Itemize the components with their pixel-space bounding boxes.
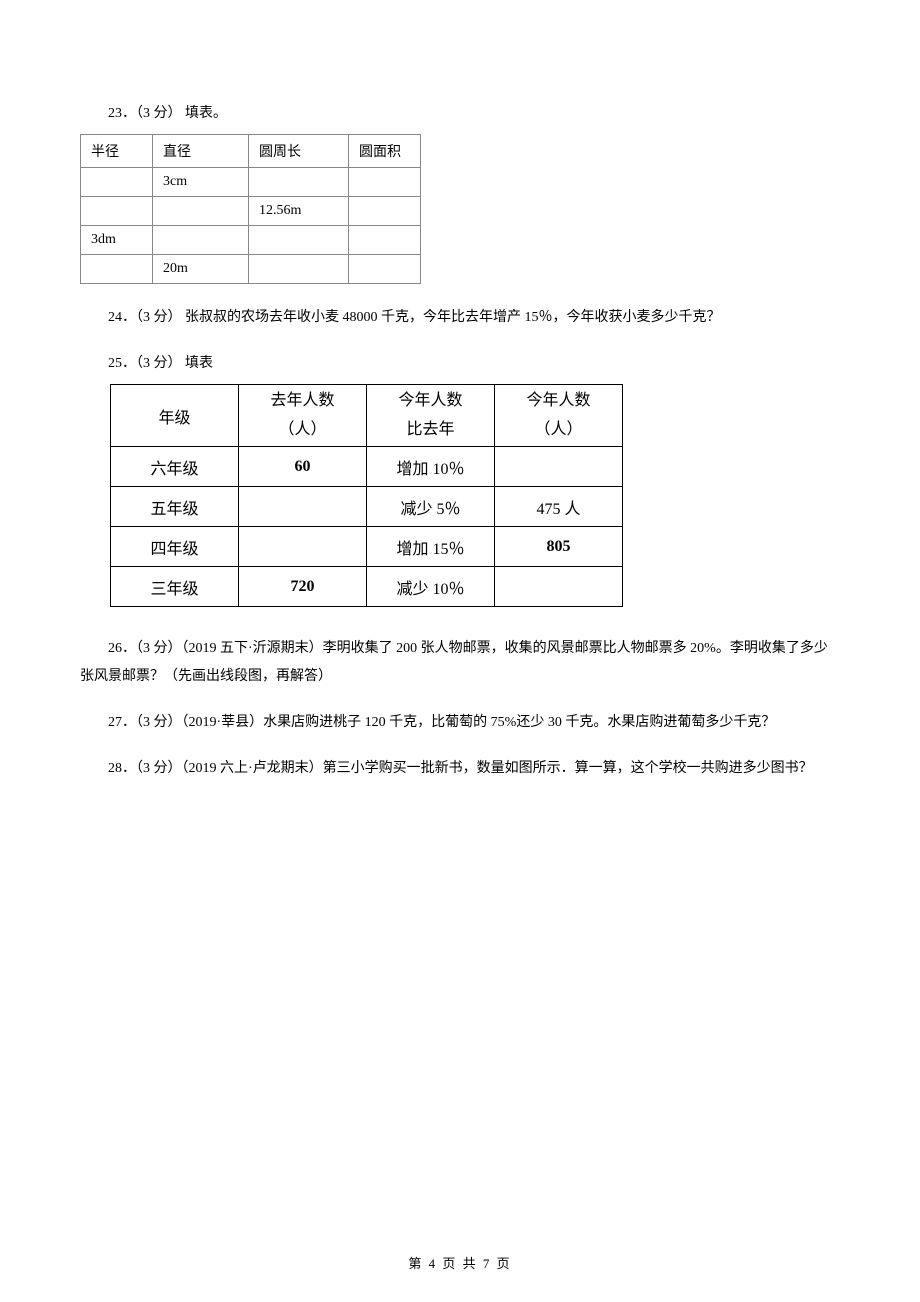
cell: 增加 10％ [367,447,495,487]
cell [349,168,421,197]
cell: 3cm [153,168,249,197]
cell: 五年级 [111,487,239,527]
cell: 减少 10％ [367,567,495,607]
question-28-label: 28．（3 分）（2019 六上·卢龙期末）第三小学购买一批新书，数量如图所示．… [80,755,840,783]
cell [495,567,623,607]
cell: 四年级 [111,527,239,567]
cell: 720 [239,567,367,607]
cell: 六年级 [111,447,239,487]
table-row: 12.56m [81,197,421,226]
circle-th-radius: 半径 [81,135,153,168]
grade-th-lastyear: 去年人数（人） [239,385,367,447]
cell: 20m [153,255,249,284]
grade-table-wrapper: 年级 去年人数（人） 今年人数比去年 今年人数（人） 六年级 60 增加 10％… [110,384,840,607]
table-row: 三年级 720 减少 10％ [111,567,623,607]
grade-th-thisyear: 今年人数（人） [495,385,623,447]
cell [495,447,623,487]
cell [349,255,421,284]
table-header-row: 年级 去年人数（人） 今年人数比去年 今年人数（人） [111,385,623,447]
table-row: 3dm [81,226,421,255]
cell: 805 [495,527,623,567]
cell [81,255,153,284]
cell [239,527,367,567]
question-27-text: 27．（3 分）（2019·莘县）水果店购进桃子 120 千克，比葡萄的 75%… [80,709,775,737]
circle-th-circumference: 圆周长 [249,135,349,168]
grade-table: 年级 去年人数（人） 今年人数比去年 今年人数（人） 六年级 60 增加 10％… [110,384,623,607]
cell [81,197,153,226]
cell [249,255,349,284]
cell: 三年级 [111,567,239,607]
cell [249,168,349,197]
page-footer: 第 4 页 共 7 页 [0,1253,920,1272]
cell: 12.56m [249,197,349,226]
table-row: 20m [81,255,421,284]
question-24-label: 24．（3 分） 张叔叔的农场去年收小麦 48000 千克，今年比去年增产 15… [80,304,840,332]
question-27-label: 27．（3 分）（2019·莘县）水果店购进桃子 120 千克，比葡萄的 75%… [80,709,840,737]
question-26-label: 26．（3 分）（2019 五下·沂源期末）李明收集了 200 张人物邮票，收集… [80,635,840,691]
question-25-label: 25．（3 分） 填表 [80,350,840,378]
cell [349,197,421,226]
cell [349,226,421,255]
table-row: 五年级 减少 5％ 475 人 [111,487,623,527]
cell: 增加 15％ [367,527,495,567]
cell [239,487,367,527]
cell: 475 人 [495,487,623,527]
cell [249,226,349,255]
cell [153,226,249,255]
cell: 减少 5％ [367,487,495,527]
circle-table: 半径 直径 圆周长 圆面积 3cm 12.56m 3dm 20m [80,134,421,284]
table-row: 六年级 60 增加 10％ [111,447,623,487]
circle-th-diameter: 直径 [153,135,249,168]
question-26-text: 26．（3 分）（2019 五下·沂源期末）李明收集了 200 张人物邮票，收集… [80,635,840,691]
circle-th-area: 圆面积 [349,135,421,168]
grade-th-compare: 今年人数比去年 [367,385,495,447]
cell [153,197,249,226]
grade-th-grade: 年级 [111,385,239,447]
question-28-text: 28．（3 分）（2019 六上·卢龙期末）第三小学购买一批新书，数量如图所示．… [80,755,813,783]
cell: 60 [239,447,367,487]
cell [81,168,153,197]
table-row: 四年级 增加 15％ 805 [111,527,623,567]
table-row: 3cm [81,168,421,197]
table-header-row: 半径 直径 圆周长 圆面积 [81,135,421,168]
question-23-label: 23．（3 分） 填表。 [80,100,840,128]
cell: 3dm [81,226,153,255]
